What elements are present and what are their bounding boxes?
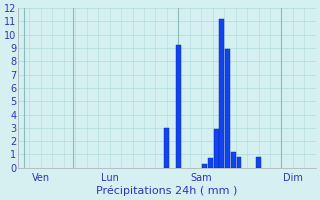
X-axis label: Précipitations 24h ( mm ): Précipitations 24h ( mm ) [96,185,237,196]
Bar [176,45,181,168]
Bar [164,128,169,168]
Bar [237,157,242,168]
Bar [256,157,261,168]
Bar [202,164,207,168]
Bar [208,158,213,168]
Bar [225,49,230,168]
Bar [231,152,236,168]
Bar [220,19,224,168]
Bar [214,129,219,168]
